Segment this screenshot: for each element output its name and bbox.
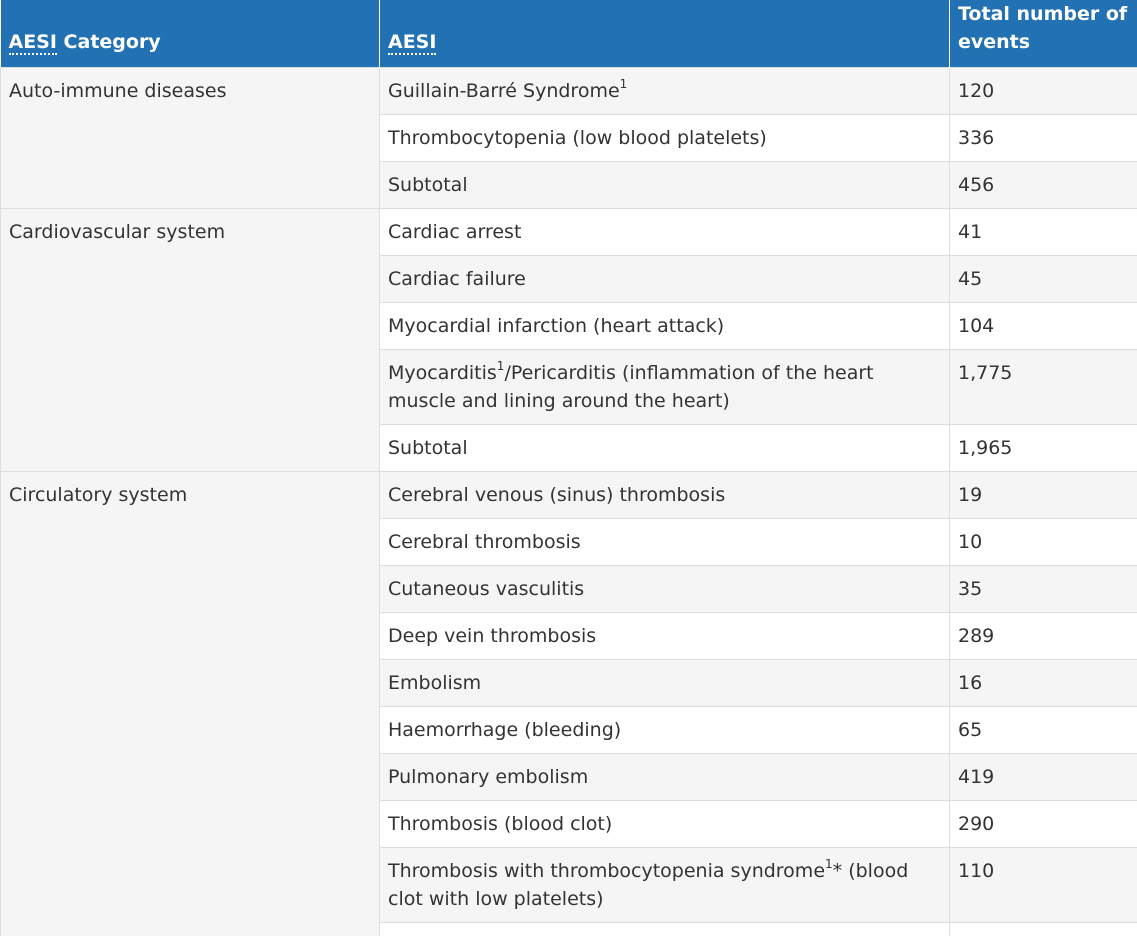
table-row: Subtotal 1,965 <box>1 424 1137 472</box>
aesi-cell: Thrombocytopenia (low blood platelets) <box>379 114 950 162</box>
aesi-cell: Cerebral thrombosis <box>379 518 950 566</box>
aesi-name: Thrombocytopenia (low blood platelets) <box>388 127 767 149</box>
table-row: Thrombosis with thrombocytopenia syndrom… <box>1 847 1137 923</box>
header-total-events: Total number of events <box>949 0 1137 68</box>
aesi-cell: Embolism <box>379 659 950 707</box>
table-row: Cardiac failure 45 <box>1 255 1137 303</box>
header-row: AESI Category AESI Total number of event… <box>0 0 1137 68</box>
aesi-name: Embolism <box>388 672 482 694</box>
aesi-name: Guillain-Barré Syndrome <box>388 80 620 102</box>
footnote-marker: 1 <box>825 856 833 871</box>
aesi-cell: Thrombosis (blood clot) <box>379 800 950 848</box>
aesi-abbreviation[interactable]: AESI <box>388 31 437 55</box>
event-count-cell: 456 <box>949 161 1137 209</box>
event-count-cell: 1,775 <box>949 349 1137 425</box>
aesi-cell: Subtotal <box>379 922 950 936</box>
aesi-cell: Cardiac arrest <box>379 208 950 256</box>
table-row: Cardiovascular system Cardiac arrest 41 <box>0 208 1137 472</box>
aesi-name: Myocarditis <box>388 362 497 384</box>
aesi-name: Cardiac failure <box>388 268 526 290</box>
category-cell: Circulatory system <box>0 471 380 936</box>
aesi-cell: Subtotal <box>379 161 950 209</box>
header-aesi: AESI <box>379 0 950 68</box>
table-row: Subtotal 456 <box>1 161 1137 209</box>
table-row: Myocardial infarction (heart attack) 104 <box>1 302 1137 350</box>
event-count-cell: 19 <box>949 471 1137 519</box>
table-header: AESI Category AESI Total number of event… <box>0 0 1137 68</box>
aesi-cell: Thrombosis with thrombocytopenia syndrom… <box>379 847 950 923</box>
table-row: Auto-immune diseases Guillain-Barré Syndr… <box>0 67 1137 209</box>
aesi-cell: Deep vein thrombosis <box>379 612 950 660</box>
table-row: Cerebral thrombosis 10 <box>1 518 1137 566</box>
aesi-cell: Myocardial infarction (heart attack) <box>379 302 950 350</box>
aesi-cell: Cutaneous vasculitis <box>379 565 950 613</box>
table-row: Haemorrhage (bleeding) 65 <box>1 706 1137 754</box>
aesi-name: Pulmonary embolism <box>388 766 589 788</box>
table-body: Auto-immune diseases Guillain-Barré Syndr… <box>0 67 1137 936</box>
table-row: Cutaneous vasculitis 35 <box>1 565 1137 613</box>
aesi-name: Subtotal <box>388 174 468 196</box>
aesi-cell: Myocarditis1/Pericarditis (inflammation … <box>379 349 950 425</box>
event-count-cell: 35 <box>949 565 1137 613</box>
table-row: Thrombosis (blood clot) 290 <box>1 800 1137 848</box>
aesi-name: Cutaneous vasculitis <box>388 578 585 600</box>
aesi-name: Thrombosis with thrombocytopenia syndrom… <box>388 860 826 882</box>
aesi-name: Subtotal <box>388 437 468 459</box>
aesi-cell: Guillain-Barré Syndrome1 <box>379 67 950 115</box>
table-row: Embolism 16 <box>1 659 1137 707</box>
aesi-name: Deep vein thrombosis <box>388 625 597 647</box>
table-row: Circulatory system Cerebral venous (sinus… <box>0 471 1137 936</box>
table-row: Deep vein thrombosis 289 <box>1 612 1137 660</box>
event-count-cell: 120 <box>949 67 1137 115</box>
event-count-cell: 104 <box>949 302 1137 350</box>
aesi-cell: Subtotal <box>379 424 950 472</box>
event-count-cell: 419 <box>949 753 1137 801</box>
event-count-cell: 41 <box>949 208 1137 256</box>
event-count-cell: 290 <box>949 800 1137 848</box>
aesi-name: Haemorrhage (bleeding) <box>388 719 622 741</box>
event-count-cell: 1,253 <box>949 922 1137 936</box>
event-count-cell: 65 <box>949 706 1137 754</box>
aesi-name: Thrombosis (blood clot) <box>388 813 613 835</box>
aesi-abbreviation[interactable]: AESI <box>8 31 57 55</box>
header-category-label: Category <box>56 31 161 53</box>
aesi-cell: Cerebral venous (sinus) thrombosis <box>379 471 950 519</box>
event-count-cell: 110 <box>949 847 1137 923</box>
aesi-cell: Haemorrhage (bleeding) <box>379 706 950 754</box>
event-count-cell: 45 <box>949 255 1137 303</box>
event-count-cell: 16 <box>949 659 1137 707</box>
aesi-name: Cardiac arrest <box>388 221 522 243</box>
event-count-cell: 289 <box>949 612 1137 660</box>
header-aesi-category: AESI Category <box>0 0 380 68</box>
aesi-name-continued: /Pericarditis (inflammation of the heart… <box>388 362 874 412</box>
event-count-cell: 1,965 <box>949 424 1137 472</box>
event-count-cell: 10 <box>949 518 1137 566</box>
aesi-cell: Pulmonary embolism <box>379 753 950 801</box>
table-row: Pulmonary embolism 419 <box>1 753 1137 801</box>
category-cell: Auto-immune diseases <box>0 67 380 209</box>
aesi-cell: Cardiac failure <box>379 255 950 303</box>
event-count-cell: 336 <box>949 114 1137 162</box>
footnote-marker: 1 <box>496 358 505 373</box>
aesi-name: Cerebral thrombosis <box>388 531 581 553</box>
category-cell: Cardiovascular system <box>0 208 380 472</box>
aesi-name: Myocardial infarction (heart attack) <box>388 315 725 337</box>
footnote-marker: 1 <box>619 76 628 91</box>
aesi-name-continued: * (blood clot with low platelets) <box>388 860 909 910</box>
aesi-name: Cerebral venous (sinus) thrombosis <box>388 484 726 506</box>
